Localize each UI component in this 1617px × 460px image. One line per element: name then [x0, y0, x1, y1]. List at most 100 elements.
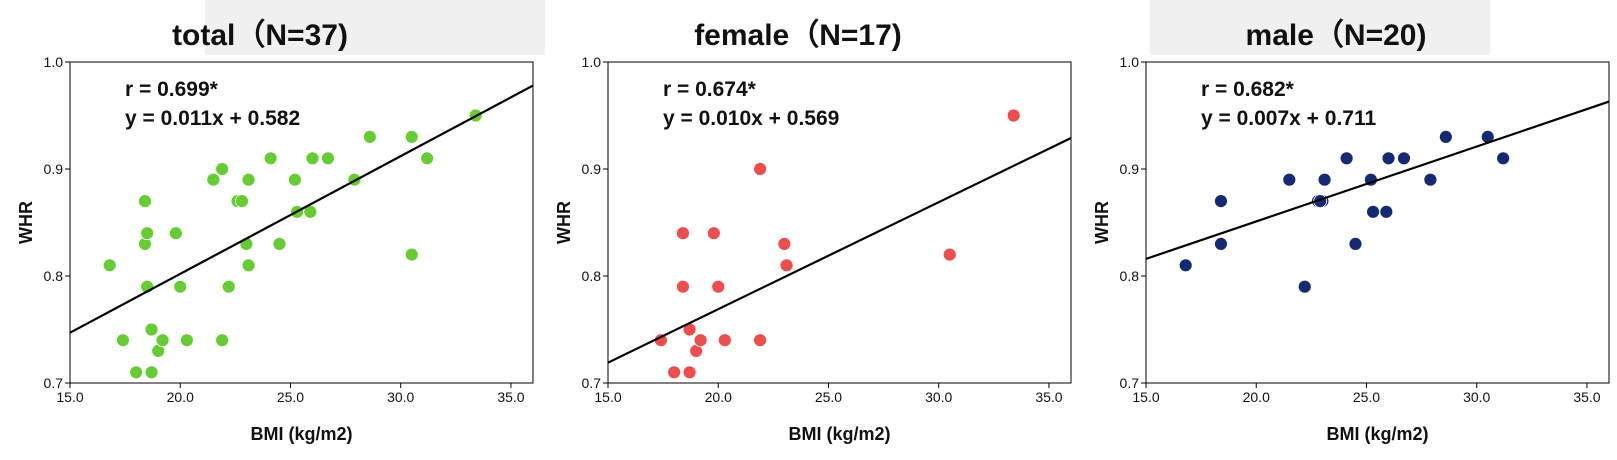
- female-data-point: [676, 279, 690, 294]
- panel-background: [1090, 55, 1617, 460]
- female-x-tick-label: 30.0: [925, 389, 952, 405]
- male-data-point: [1214, 194, 1228, 209]
- panel-title-female: female（N=17): [694, 19, 902, 52]
- female-y-tick-label: 1.0: [582, 54, 602, 70]
- male-data-point: [1423, 172, 1438, 187]
- total-data-point: [241, 258, 256, 273]
- total-data-point: [241, 172, 256, 187]
- total-x-tick-label: 20.0: [167, 389, 194, 405]
- male-data-point: [1214, 236, 1228, 251]
- female-x-tick-label: 15.0: [594, 389, 621, 405]
- female-data-point: [779, 258, 794, 273]
- panel-title-total: total（N=37): [172, 19, 348, 52]
- female-data-point: [717, 333, 732, 348]
- male-y-tick-label: 0.9: [1120, 161, 1140, 177]
- male-data-point: [1348, 236, 1363, 251]
- male-annotation-r: r = 0.682*: [1201, 78, 1295, 101]
- female-data-point: [676, 226, 690, 241]
- female-y-tick-label: 0.7: [582, 375, 602, 391]
- total-data-point: [155, 333, 170, 348]
- total-data-point: [206, 172, 221, 187]
- male-x-tick-label: 25.0: [1353, 389, 1380, 405]
- male-fit-line: [1146, 100, 1609, 260]
- male-x-tick-label: 35.0: [1573, 389, 1600, 405]
- female-fit-line: [608, 136, 1071, 364]
- male-data-point: [1297, 279, 1312, 294]
- total-data-point: [144, 365, 159, 380]
- male-annotation-equation: y = 0.007x + 0.711: [1201, 107, 1376, 130]
- total-x-axis-label: BMI (kg/m2): [250, 424, 352, 444]
- total-y-tick-label: 0.9: [44, 161, 64, 177]
- female-data-point: [1006, 108, 1021, 123]
- total-y-tick-label: 0.8: [44, 268, 64, 284]
- male-plot-frame: [1145, 61, 1610, 384]
- total-plot-frame: [69, 61, 534, 384]
- total-data-point: [168, 226, 183, 241]
- total-y-tick-label: 1.0: [44, 54, 64, 70]
- male-y-tick-label: 0.8: [1120, 268, 1140, 284]
- total-y-axis-label: WHR: [16, 201, 36, 244]
- total-data-point: [102, 258, 117, 273]
- male-data-point: [1339, 151, 1354, 166]
- female-data-point: [753, 162, 768, 176]
- total-data-point: [215, 333, 230, 348]
- total-x-tick-label: 35.0: [497, 389, 524, 405]
- total-data-point: [140, 226, 155, 241]
- female-y-axis-label: WHR: [554, 201, 574, 244]
- total-data-point: [235, 194, 249, 209]
- total-data-point: [138, 194, 152, 209]
- female-annotation-equation: y = 0.010x + 0.569: [663, 107, 839, 130]
- female-data-point: [693, 333, 708, 348]
- total-data-point: [215, 162, 230, 176]
- total-data-point: [173, 279, 188, 294]
- male-x-tick-label: 30.0: [1463, 389, 1490, 405]
- total-data-point: [362, 129, 377, 144]
- total-data-point: [404, 129, 419, 144]
- total-data-point: [272, 236, 287, 251]
- male-x-axis-label: BMI (kg/m2): [1326, 424, 1428, 444]
- total-data-point: [221, 279, 236, 294]
- total-x-tick-label: 25.0: [277, 389, 304, 405]
- male-data-point: [1438, 129, 1453, 144]
- total-data-point: [129, 365, 144, 380]
- panel-background: [548, 55, 1070, 460]
- total-annotation-equation: y = 0.011x + 0.582: [125, 107, 300, 130]
- male-data-point: [1381, 151, 1396, 166]
- male-x-tick-label: 20.0: [1243, 389, 1270, 405]
- total-data-point: [321, 151, 335, 166]
- female-plot-frame: [607, 61, 1072, 384]
- female-data-point: [753, 333, 768, 348]
- total-x-tick-label: 15.0: [56, 389, 83, 405]
- total-x-tick-label: 30.0: [387, 389, 414, 405]
- male-data-point: [1366, 204, 1380, 219]
- total-annotation-r: r = 0.699*: [125, 78, 219, 101]
- male-x-tick-label: 15.0: [1132, 389, 1159, 405]
- female-data-point: [711, 279, 726, 294]
- total-data-point: [263, 151, 278, 166]
- male-data-point: [1379, 204, 1394, 219]
- male-y-tick-label: 0.7: [1120, 375, 1140, 391]
- total-data-point: [179, 333, 194, 348]
- female-x-tick-label: 35.0: [1035, 389, 1062, 405]
- female-data-point: [777, 236, 792, 251]
- total-fit-line: [70, 84, 533, 334]
- total-y-tick-label: 0.7: [44, 375, 64, 391]
- male-data-point: [1496, 151, 1511, 166]
- female-y-tick-label: 0.9: [582, 161, 602, 177]
- panel-title-male: male（N=20): [1245, 19, 1427, 52]
- female-data-point: [682, 365, 697, 380]
- male-data-point: [1178, 258, 1193, 273]
- female-x-tick-label: 20.0: [705, 389, 732, 405]
- total-data-point: [116, 333, 130, 348]
- female-data-point: [942, 247, 957, 262]
- male-data-point: [1397, 151, 1411, 166]
- panel-background: [0, 55, 548, 460]
- male-y-axis-label: WHR: [1092, 201, 1112, 244]
- female-data-point: [667, 365, 682, 380]
- total-data-point: [420, 151, 435, 166]
- female-annotation-r: r = 0.674*: [663, 78, 757, 101]
- male-y-tick-label: 1.0: [1120, 54, 1140, 70]
- total-data-point: [144, 322, 159, 337]
